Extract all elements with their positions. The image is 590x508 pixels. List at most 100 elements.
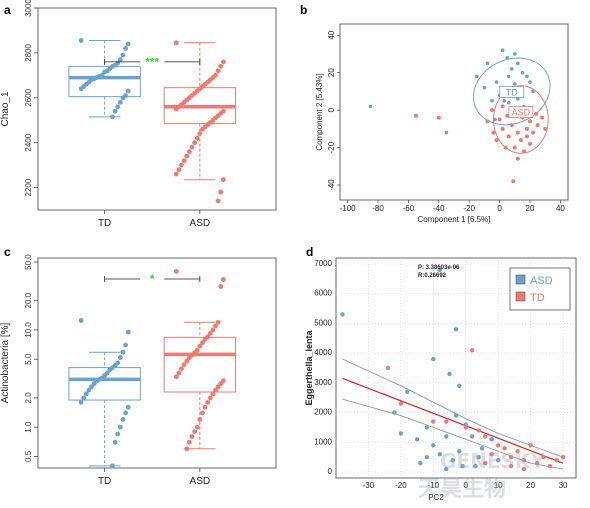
regression-line xyxy=(342,377,564,464)
data-point-td xyxy=(83,391,89,397)
y-tick-label: 50.0 xyxy=(24,254,33,270)
data-point-asd xyxy=(184,153,190,159)
data-point-asd xyxy=(431,356,436,362)
ellipse-label-box xyxy=(508,106,534,118)
y-tick-label: 0.5 xyxy=(24,450,33,462)
data-point-td xyxy=(502,446,507,451)
data-point-td xyxy=(516,61,520,66)
significance-marker: *** xyxy=(145,55,159,69)
data-point-asd xyxy=(186,149,192,155)
data-point-asd xyxy=(197,417,203,422)
data-point-asd xyxy=(215,384,221,390)
data-point-td xyxy=(78,86,84,92)
data-point-asd xyxy=(213,323,218,329)
y-tick-label: 5.0 xyxy=(24,353,33,365)
data-point-asd xyxy=(173,171,179,177)
data-point-asd xyxy=(521,149,526,154)
data-point-td xyxy=(117,57,123,63)
data-point-asd xyxy=(207,395,213,401)
y-tick-label: 0 xyxy=(328,467,333,476)
data-point-td xyxy=(112,108,118,114)
x-tick-label: TD xyxy=(98,476,111,487)
data-point-asd xyxy=(215,319,221,325)
data-point-asd xyxy=(405,389,410,394)
data-point-asd xyxy=(205,399,211,405)
data-point-td xyxy=(120,349,126,355)
data-point-asd xyxy=(515,130,520,135)
data-point-td xyxy=(482,85,487,90)
data-point-td xyxy=(117,355,123,360)
data-point-td xyxy=(541,454,546,460)
data-point-asd xyxy=(528,141,532,146)
data-point-td xyxy=(81,395,87,401)
data-point-asd xyxy=(424,425,430,430)
significance-marker: * xyxy=(150,272,155,286)
x-tick-label: 30 xyxy=(559,481,568,490)
data-point-asd xyxy=(444,434,449,439)
data-point-td xyxy=(506,74,511,79)
data-point-asd xyxy=(470,434,475,439)
box-td xyxy=(68,65,141,98)
data-point-asd xyxy=(176,167,182,173)
data-point-asd xyxy=(173,40,179,46)
data-point-td xyxy=(502,98,506,103)
data-point-td xyxy=(521,466,527,472)
data-point-td xyxy=(494,80,499,84)
data-point-asd xyxy=(512,145,517,150)
y-tick-label: 2800 xyxy=(24,43,33,61)
y-tick-label: 2.0 xyxy=(24,392,33,404)
data-point-asd xyxy=(418,460,423,466)
data-point-asd xyxy=(509,123,514,128)
data-point-asd xyxy=(192,429,198,435)
data-point-asd xyxy=(192,140,198,146)
data-point-td xyxy=(112,439,118,445)
data-point-td xyxy=(534,460,540,466)
y-tick-label: 0 xyxy=(327,107,336,112)
data-point-asd xyxy=(515,156,520,161)
data-point-asd xyxy=(200,410,205,416)
data-point-td xyxy=(120,95,126,101)
data-point-td xyxy=(86,387,92,393)
data-point-td xyxy=(547,463,553,469)
data-point-td xyxy=(495,443,501,448)
y-tick-label: 40 xyxy=(327,30,336,39)
data-point-td xyxy=(500,48,505,53)
data-point-asd xyxy=(505,113,510,118)
y-axis-label: Chao_1 xyxy=(0,91,11,126)
data-point-asd xyxy=(202,336,208,342)
r-value-annotation: R:0.26692 xyxy=(418,273,447,279)
data-point-asd xyxy=(500,126,505,131)
data-point-asd xyxy=(186,439,192,445)
data-point-asd xyxy=(414,113,418,118)
data-point-asd xyxy=(173,106,179,112)
ellipse-td xyxy=(472,57,551,126)
data-point-asd xyxy=(218,63,224,69)
data-point-asd xyxy=(457,449,462,454)
data-point-asd xyxy=(207,331,213,336)
data-point-td xyxy=(431,419,436,424)
data-point-td xyxy=(560,454,566,460)
y-tick-label: 2400 xyxy=(24,133,33,151)
data-point-td xyxy=(444,419,449,424)
x-tick-label: 0 xyxy=(497,204,502,213)
data-point-asd xyxy=(528,119,532,124)
y-tick-label: 4000 xyxy=(314,348,332,357)
x-tick-label: -10 xyxy=(428,481,440,490)
data-point-asd xyxy=(194,424,200,430)
ellipse-label-box xyxy=(499,86,525,98)
data-point-td xyxy=(110,463,115,469)
data-point-td xyxy=(125,329,131,335)
data-point-asd xyxy=(398,431,404,436)
x-tick-label: 40 xyxy=(556,204,565,213)
data-point-asd xyxy=(202,404,208,410)
panel-a-boxplot: 2200 2400 2600 2800 3000 Chao_1 TD ASD *** xyxy=(0,0,277,229)
data-point-td xyxy=(485,61,490,66)
watermark: GENESKY 天昊生物 xyxy=(418,449,545,502)
data-point-asd xyxy=(210,327,216,333)
significance-bg xyxy=(140,56,165,67)
data-point-td xyxy=(521,457,527,463)
panel-b-pca-scatter: -100 -80 -60 -40 -20 0 20 40 -40 -20 0 20 40 Componen… xyxy=(315,23,569,224)
x-tick-label: -80 xyxy=(372,204,384,213)
data-point-asd xyxy=(197,131,203,137)
data-point-td xyxy=(508,463,514,469)
